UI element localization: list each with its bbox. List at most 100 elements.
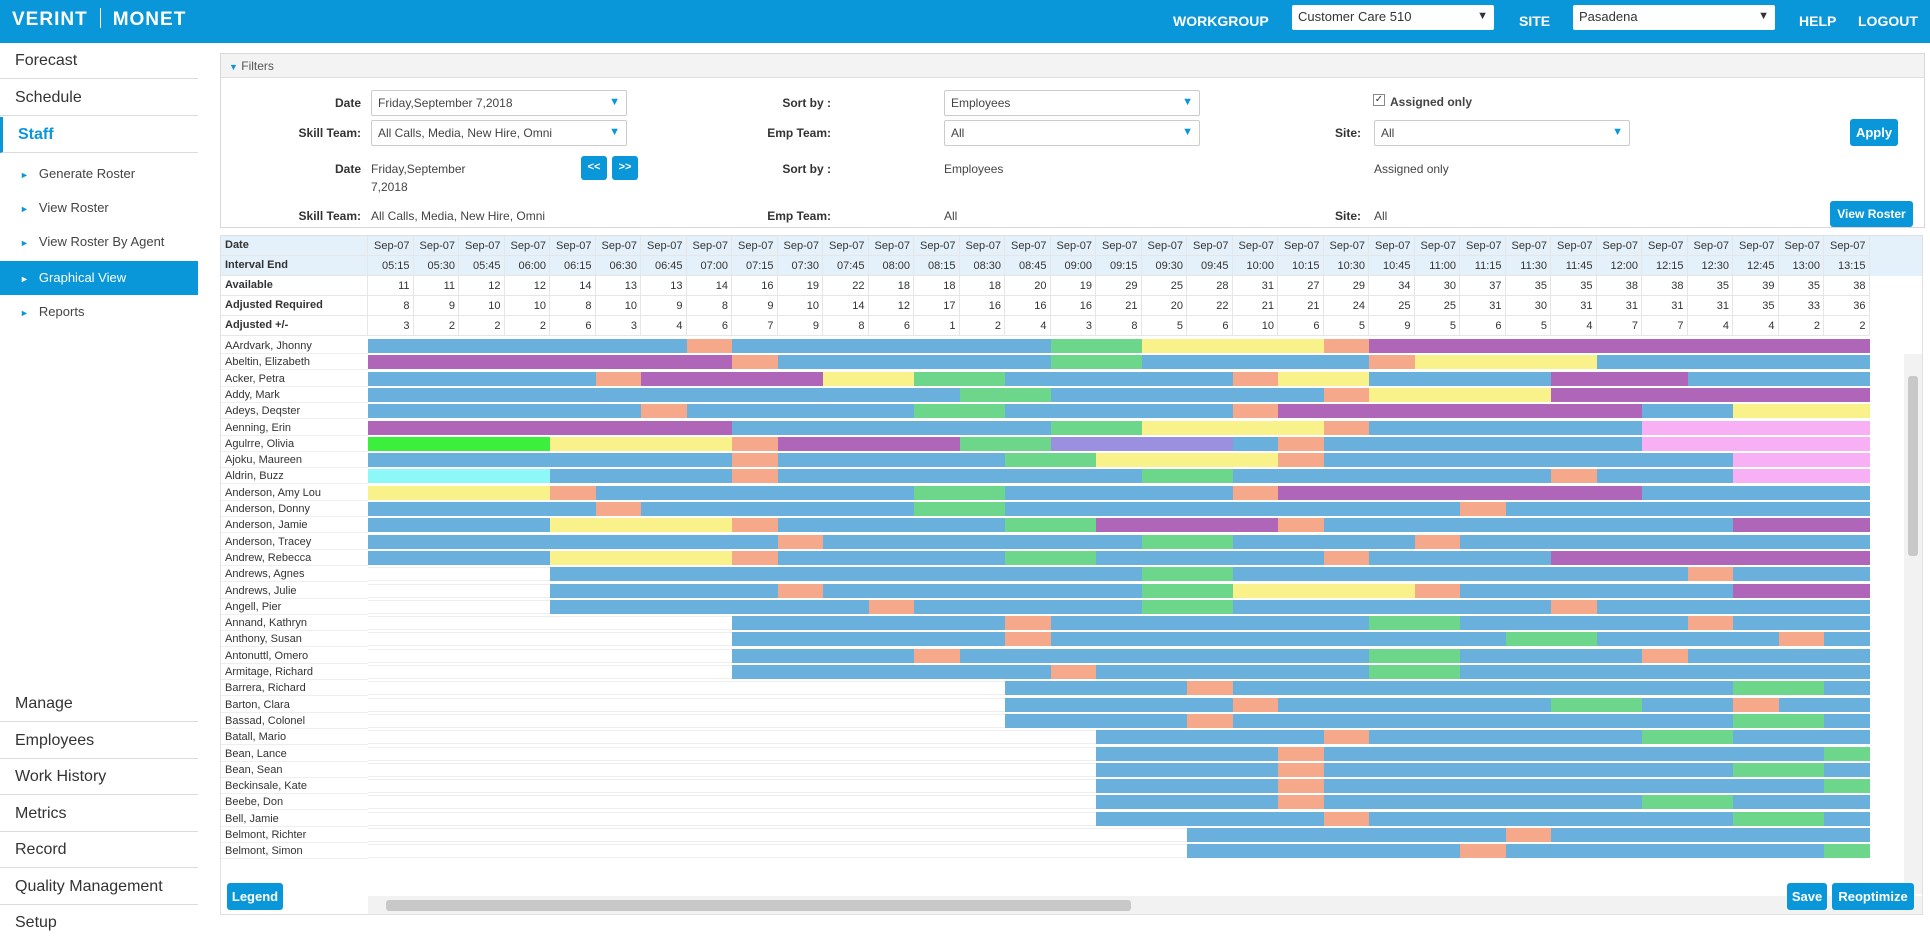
skill-team-select[interactable]: All Calls, Media, New Hire, Omni ▼ [371,120,627,146]
schedule-segment-work[interactable] [1824,632,1870,647]
schedule-segment-break[interactable] [1460,502,1506,516]
schedule-segment-work[interactable] [1232,681,1733,696]
schedule-segment-meeting[interactable] [1551,387,1870,402]
schedule-segment-off[interactable] [368,616,732,631]
schedule-segment-training[interactable] [1005,453,1096,468]
schedule-segment-work[interactable] [368,453,732,468]
site-filter-select[interactable]: All ▼ [1374,120,1630,146]
schedule-segment-work[interactable] [1460,534,1870,549]
nav-staff[interactable]: Staff [0,117,198,153]
schedule-segment-training[interactable] [1824,779,1870,794]
schedule-segment-work[interactable] [1232,436,1278,451]
scroll-thumb[interactable] [1908,376,1918,556]
schedule-segment-training[interactable] [1642,730,1733,745]
employee-name[interactable]: Andrews, Julie [221,583,368,599]
schedule-segment-off[interactable] [368,828,1187,842]
employee-name[interactable]: Bassad, Colonel [221,713,368,729]
schedule-segment-break[interactable] [1414,534,1460,549]
schedule-segment-lunch[interactable] [1369,387,1551,402]
schedule-segment-break[interactable] [1323,811,1369,826]
schedule-segment-meeting[interactable] [1278,404,1642,419]
employee-name[interactable]: Anderson, Donny [221,501,368,517]
schedule-segment-training[interactable] [1551,697,1642,712]
schedule-segment-training[interactable] [914,371,1005,386]
employee-name[interactable]: Belmont, Richter [221,827,368,843]
employee-name[interactable]: Anderson, Tracey [221,534,368,550]
schedule-segment-work[interactable] [1824,811,1870,826]
schedule-segment-lunch[interactable] [823,371,914,386]
schedule-segment-break[interactable] [1460,844,1506,859]
schedule-segment-training[interactable] [914,502,1005,516]
reoptimize-button[interactable]: Reoptimize [1832,883,1914,910]
schedule-segment-work[interactable] [823,583,1142,598]
schedule-segment-break[interactable] [1778,632,1824,647]
schedule-segment-work[interactable] [1005,713,1187,728]
schedule-segment-break[interactable] [1505,828,1551,842]
schedule-segment-break[interactable] [1278,779,1324,794]
schedule-segment-work[interactable] [1050,616,1369,631]
nav-metrics[interactable]: Metrics [0,796,198,832]
nav-manage[interactable]: Manage [0,686,198,722]
schedule-segment-break[interactable] [1551,469,1597,484]
schedule-segment-work[interactable] [1096,665,1369,679]
schedule-segment-pink[interactable] [1733,469,1870,484]
employee-name[interactable]: Batall, Mario [221,729,368,746]
schedule-segment-off[interactable] [368,762,1096,777]
schedule-segment-work[interactable] [1369,550,1551,565]
schedule-segment-work[interactable] [1096,779,1278,794]
schedule-segment-work[interactable] [550,567,1142,582]
employee-name[interactable]: Aldrin, Buzz [221,468,368,485]
schedule-segment-pink[interactable] [1642,436,1870,451]
schedule-segment-break[interactable] [1551,599,1597,614]
schedule-segment-work[interactable] [1187,844,1460,859]
employee-name[interactable]: Barton, Clara [221,697,368,713]
nav-graphical-view[interactable]: ► Graphical View [0,261,198,295]
schedule-segment-lunch[interactable] [1096,453,1278,468]
schedule-segment-work[interactable] [1369,811,1733,826]
employee-name[interactable]: Antonuttl, Omero [221,648,368,664]
schedule-segment-off[interactable] [368,697,1005,712]
schedule-segment-work[interactable] [1096,762,1278,777]
schedule-segment-work[interactable] [732,632,1005,647]
employee-name[interactable]: Bell, Jamie [221,811,368,827]
schedule-segment-training[interactable] [914,485,1005,500]
schedule-segment-work[interactable] [1824,681,1870,696]
schedule-segment-training[interactable] [1824,844,1870,859]
schedule-segment-work[interactable] [1824,762,1870,777]
schedule-segment-work[interactable] [1460,583,1733,598]
schedule-segment-work[interactable] [550,599,869,614]
schedule-segment-work[interactable] [368,502,596,516]
schedule-segment-cyan[interactable] [368,469,550,484]
schedule-segment-work[interactable] [368,550,550,565]
schedule-segment-break[interactable] [1687,567,1733,582]
schedule-segment-work[interactable] [1687,371,1870,386]
schedule-segment-training[interactable] [1005,518,1096,533]
schedule-segment-break[interactable] [1278,746,1324,761]
schedule-segment-work[interactable] [1005,404,1233,419]
schedule-segment-off[interactable] [368,746,1096,761]
schedule-segment-work[interactable] [732,648,914,663]
schedule-segment-training[interactable] [1141,469,1233,484]
schedule-segment-work[interactable] [1323,453,1733,468]
schedule-segment-work[interactable] [641,502,914,516]
schedule-segment-work[interactable] [1050,632,1506,647]
schedule-segment-break[interactable] [1232,485,1278,500]
schedule-segment-work[interactable] [368,404,641,419]
schedule-segment-break[interactable] [732,355,778,370]
schedule-segment-off[interactable] [368,599,550,614]
schedule-segment-lunch[interactable] [1414,355,1597,370]
schedule-segment-work[interactable] [1733,567,1870,582]
schedule-segment-break[interactable] [732,453,778,468]
schedule-segment-work[interactable] [1005,697,1233,712]
schedule-segment-off[interactable] [368,730,1096,745]
employee-name[interactable]: Barrera, Richard [221,680,368,697]
schedule-segment-work[interactable] [1460,665,1870,679]
schedule-segment-work[interactable] [1596,355,1870,370]
employee-name[interactable]: Anderson, Jamie [221,517,368,534]
schedule-segment-break[interactable] [1323,387,1369,402]
schedule-segment-work[interactable] [1369,420,1642,435]
schedule-segment-break[interactable] [595,371,641,386]
schedule-segment-work[interactable] [1096,550,1324,565]
schedule-segment-off[interactable] [368,779,1096,794]
schedule-segment-lunch[interactable] [1141,339,1324,353]
